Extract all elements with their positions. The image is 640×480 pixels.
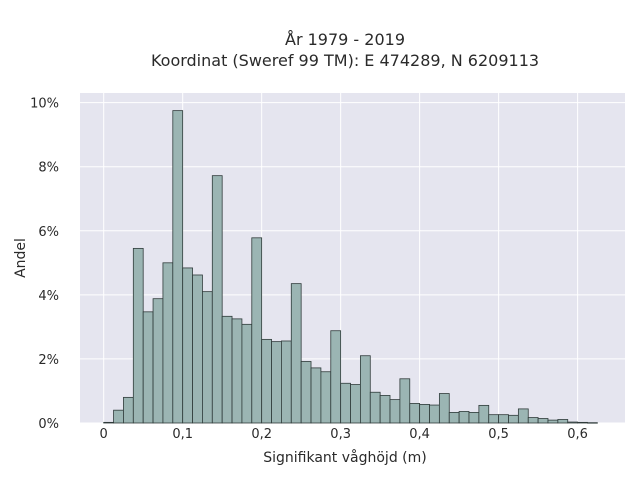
histogram-bar [508,414,519,424]
y-axis-label: Andel [13,238,29,278]
histogram-bar [557,419,569,424]
y-tick-label: 4% [38,289,59,304]
chart-subtitle: Koordinat (Sweref 99 TM): E 474289, N 62… [151,51,539,70]
histogram-bar [587,422,598,424]
y-tick-label: 6% [38,225,59,240]
histogram-bar [103,421,114,424]
histogram-bar [577,421,588,424]
histogram-bar [409,403,421,424]
histogram-bar [142,311,154,424]
histogram-bar [123,396,134,424]
histogram-bar [498,414,509,424]
histogram-bar [132,247,144,424]
histogram-bar [182,267,193,424]
histogram-bar [340,382,351,424]
histogram-bar [488,414,500,424]
x-tick-label: 0,5 [488,427,509,442]
histogram-bar [567,421,579,424]
histogram-bar [527,417,539,424]
x-tick-label: 0,1 [172,427,193,442]
histogram-bar [478,404,490,424]
y-tick-label: 2% [38,353,59,368]
histogram-bar [399,378,411,424]
histogram-bar [202,291,213,424]
x-tick-label: 0,2 [251,427,272,442]
chart-title: År 1979 - 2019 [285,30,405,49]
histogram-bar [419,404,430,424]
x-tick-labels: 0 0,1 0,2 0,3 0,4 0,5 0,6 [100,427,588,442]
x-tick-label: 0,4 [409,427,430,442]
histogram-bar [547,419,559,424]
histogram-bar [172,110,184,424]
histogram-bar [350,384,361,424]
histogram-bar [458,411,470,424]
histogram-bar [537,418,549,424]
histogram-bar [320,371,332,424]
histogram-bar [448,412,460,424]
histogram-bar [251,237,263,424]
histogram-bar [241,323,253,424]
histogram-bar [152,298,164,424]
histogram-bar [330,330,342,424]
histogram-bar [192,274,203,424]
x-tick-label: 0 [100,427,108,442]
histogram-bar [468,412,480,424]
x-axis-label: Signifikant våghöjd (m) [263,449,426,466]
bars [103,110,598,424]
histogram-bar [429,404,440,424]
histogram-bar [379,395,391,424]
y-tick-label: 0% [38,417,59,432]
histogram-bar [231,318,243,424]
histogram-bar [389,399,401,424]
histogram-bar [359,355,371,424]
histogram-bar [300,361,312,424]
histogram-bar [211,175,223,424]
histogram-bar [438,393,450,424]
histogram-bar [290,283,302,424]
y-tick-labels: 0% 2% 4% 6% 8% 10% [30,97,59,432]
histogram-bar [221,315,233,424]
histogram-bar [281,340,292,424]
y-tick-label: 8% [38,161,59,176]
histogram-bar [517,408,529,424]
histogram-bar [261,338,272,424]
histogram-bar [369,391,381,424]
histogram-bar [162,262,174,424]
histogram-bar [310,367,322,424]
histogram-bar [113,409,124,424]
x-tick-label: 0,3 [330,427,351,442]
x-tick-label: 0,6 [567,427,588,442]
y-tick-label: 10% [30,97,59,112]
histogram-bar [271,341,282,424]
